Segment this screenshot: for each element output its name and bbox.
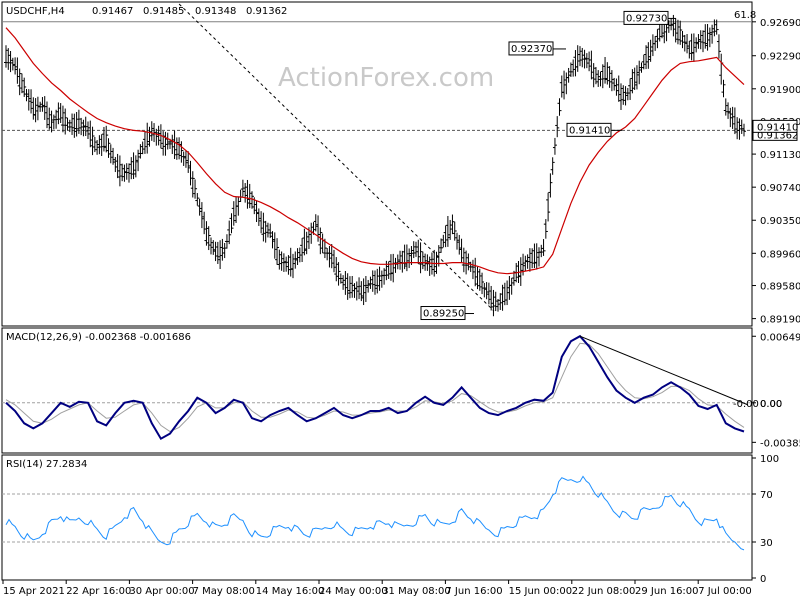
price-axis-label: 0.89960	[760, 249, 800, 260]
x-axis-label: 24 May 00:00	[319, 586, 388, 597]
price-annotation-label: 0.91410	[569, 125, 610, 136]
macd-axis-label: 0.00	[760, 399, 782, 410]
price-annotation-label: 0.92730	[626, 13, 667, 24]
price-annotation-box	[566, 122, 612, 137]
price-shadow-tag-label: 0.91362	[757, 130, 798, 141]
ohlc-high: 0.91485	[143, 6, 184, 17]
macd-signal-line	[5, 342, 745, 433]
x-axis-label: 22 Apr 16:00	[66, 586, 131, 597]
rsi-axis-label: 0	[760, 574, 766, 585]
x-axis-label: 30 Apr 00:00	[129, 586, 194, 597]
macd-trendline	[579, 335, 749, 406]
macd-line	[5, 334, 745, 441]
rsi-axis-label: 100	[760, 454, 779, 465]
price-axis-label: 0.90350	[760, 216, 800, 227]
price-trendline	[178, 3, 495, 312]
price-axis-label: 0.91900	[760, 85, 800, 96]
price-axis-label: 0.92290	[760, 52, 800, 63]
price-axis-label: 0.90740	[760, 183, 800, 194]
price-annotation-label: 0.89250	[423, 309, 464, 320]
price-symbol-label: USDCHF,H4	[6, 6, 65, 17]
ohlc-close: 0.91362	[246, 6, 287, 17]
x-axis-label: 7 Jul 00:00	[698, 586, 752, 597]
rsi-title: RSI(14) 27.2834	[6, 459, 87, 470]
x-axis-label: 7 Jun 16:00	[445, 586, 502, 597]
ohlc-open: 0.91467	[92, 6, 133, 17]
price-panel-frame	[1, 1, 753, 327]
x-axis-label: 15 Jun 00:00	[509, 586, 573, 597]
rsi-axis-label: 30	[760, 538, 773, 549]
price-layer: 0.926900.922900.919000.915200.911300.907…	[2, 3, 800, 326]
x-axis-label: 7 May 08:00	[193, 586, 255, 597]
macd-title: MACD(12,26,9) -0.002368 -0.001686	[6, 332, 191, 343]
x-axis-label: 31 May 08:00	[382, 586, 451, 597]
rsi-line	[5, 475, 745, 551]
x-axis-label: 22 Jun 08:00	[572, 586, 636, 597]
macd-zero-axis-tag: 0.00	[760, 399, 782, 410]
ohlc-low: 0.91348	[195, 6, 236, 17]
x-axis-label: 29 Jun 16:00	[635, 586, 699, 597]
rsi-axis-label: 70	[760, 490, 773, 501]
current-price-tag-label: 0.91410	[757, 122, 798, 133]
x-axis-label: 14 May 16:00	[256, 586, 325, 597]
price-axis-label: 0.89190	[760, 315, 800, 326]
macd-axis-label: -0.003855	[760, 438, 800, 449]
watermark-logo: ActionForex.com	[278, 63, 494, 93]
price-annotation-label: 0.92370	[511, 44, 552, 55]
macd-axis-label: 0.00649	[760, 332, 800, 343]
rsi-panel-frame	[1, 454, 753, 581]
fib-level-label: 61.8	[734, 10, 756, 21]
current-price-tag	[752, 119, 798, 133]
rsi-layer: 100 70 30 0	[2, 454, 779, 585]
x-axis-label: 15 Apr 2021	[3, 586, 65, 597]
price-axis-label: 0.91130	[760, 150, 800, 161]
macd-panel-frame	[1, 327, 753, 454]
price-axis-label: 0.92690	[760, 18, 800, 29]
price-axis-label: 0.89580	[760, 282, 800, 293]
